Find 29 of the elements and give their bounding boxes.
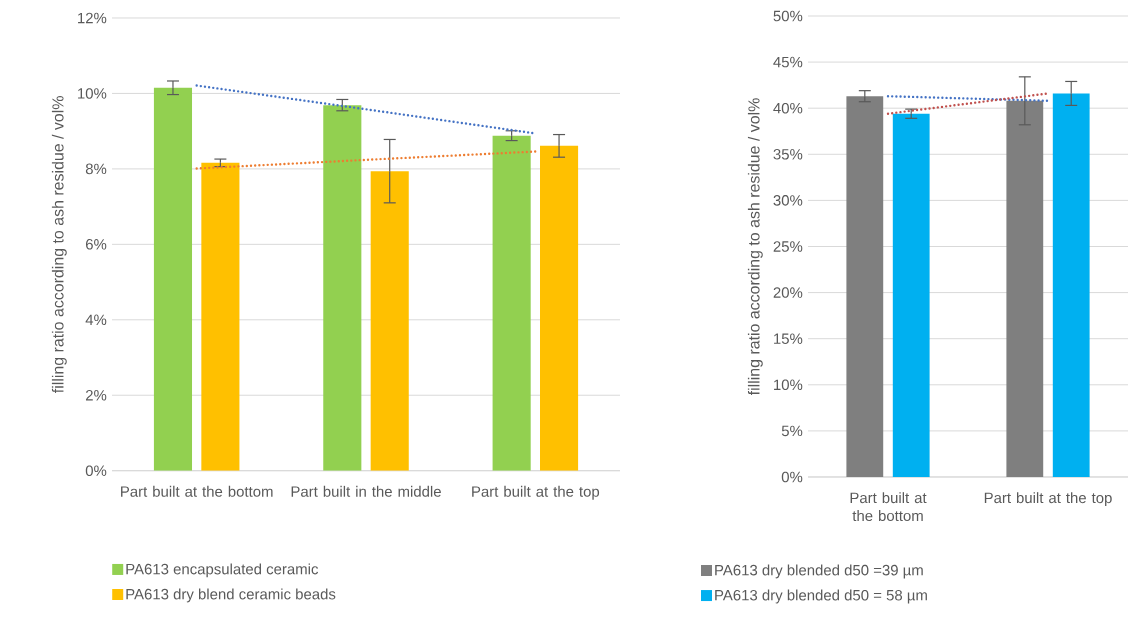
y-tick-label: 40%	[773, 102, 803, 114]
y-tick-label: 2%	[85, 389, 107, 401]
y-axis-title: filling ratio according to ash residue / vol%	[747, 98, 763, 396]
y-tick-label: 8%	[85, 163, 107, 175]
y-tick-label: 0%	[85, 465, 107, 476]
y-tick-label: 20%	[773, 287, 803, 298]
y-tick-label: 15%	[774, 333, 803, 344]
legend-label: PA613 dry blended d50 = 58 µm	[715, 589, 927, 604]
y-tick-label: 10%	[774, 379, 803, 391]
y-tick-label: 10%	[78, 88, 107, 99]
y-tick-label: 4%	[85, 314, 107, 326]
y-tick-label: 50%	[773, 10, 803, 22]
x-tick-label: Part built at the bottom	[121, 485, 273, 497]
x-tick-label: Part built at the top	[472, 485, 600, 500]
y-tick-label: 0%	[781, 471, 803, 483]
y-tick-label: 35%	[773, 149, 803, 160]
x-tick-label: Part built in the middle	[291, 485, 441, 497]
y-tick-label: 25%	[773, 241, 803, 252]
legend-label: PA613 dry blend ceramic beads	[126, 588, 336, 603]
y-tick-label: 6%	[86, 239, 107, 250]
y-tick-label: 5%	[781, 425, 803, 437]
y-axis-title: filling ratio according to ash residue / vol%	[51, 96, 67, 393]
legend-label: PA613 dry blended d50 =39 µm	[715, 564, 923, 579]
x-tick-label: Part built at the top	[984, 492, 1112, 507]
x-tick-label: Part built at the bottom	[850, 492, 927, 522]
y-tick-label: 30%	[773, 195, 803, 206]
legend-label: PA613 encapsulated ceramic	[126, 563, 319, 578]
y-tick-label: 12%	[78, 12, 107, 24]
y-tick-label: 45%	[773, 56, 803, 68]
